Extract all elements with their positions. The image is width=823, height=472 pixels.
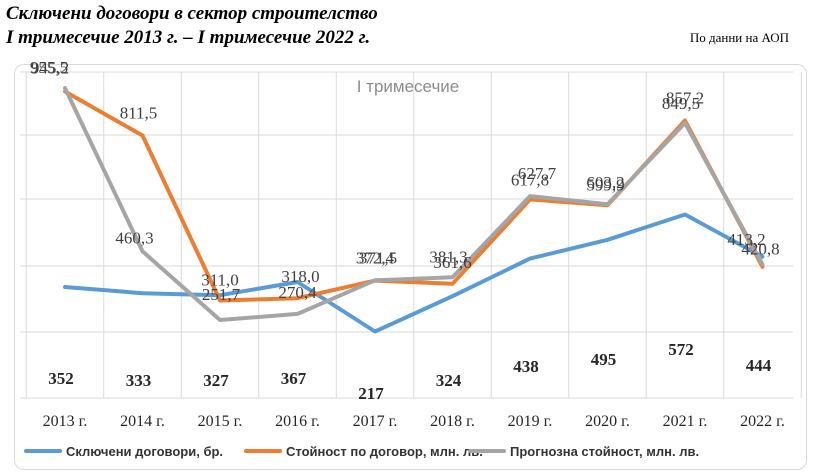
data-label-contracts-count: 444 bbox=[746, 356, 772, 375]
chart-area-border bbox=[14, 64, 807, 470]
chart-title: Сключени договори в сектор строителство … bbox=[6, 2, 378, 50]
data-label-forecast-value: 627,7 bbox=[518, 164, 557, 183]
title-line-1: Сключени договори в сектор строителство bbox=[6, 3, 378, 24]
x-tick-labels: 2013 г. 2014 г. 2015 г. 2016 г. 2017 г. 2018 … bbox=[43, 413, 785, 430]
series-line-forecast-value bbox=[63, 86, 765, 322]
data-label-forecast-value: 420,8 bbox=[741, 239, 779, 258]
data-label-contracts-count: 367 bbox=[281, 369, 307, 388]
legend-label-contracts-count: Сключени договори, бр. bbox=[66, 444, 223, 459]
data-label-forecast-value: 372,4 bbox=[356, 248, 395, 267]
data-label-contracts-count: 217 bbox=[358, 384, 384, 403]
x-tick-label: 2013 г. bbox=[43, 413, 88, 430]
legend: Сключени договори, бр. Стойност по догово… bbox=[24, 444, 699, 459]
data-label-contract-value: 945,2 bbox=[31, 58, 69, 77]
data-label-contract-value: 413,2 bbox=[727, 230, 765, 249]
data-label-contracts-count: 495 bbox=[591, 350, 617, 369]
x-tick-label: 2020 г. bbox=[585, 413, 630, 430]
x-tick-label: 2022 г. bbox=[740, 413, 785, 430]
x-tick-label: 2021 г. bbox=[663, 413, 708, 430]
data-label-contracts-count: 572 bbox=[668, 340, 694, 359]
data-label-contract-value: 599,9 bbox=[586, 175, 624, 194]
data-label-contract-value: 311,0 bbox=[201, 270, 239, 289]
x-tick-label: 2015 г. bbox=[198, 413, 243, 430]
data-label-contract-value: 371,5 bbox=[359, 249, 397, 268]
x-tick-label: 2017 г. bbox=[353, 413, 398, 430]
data-label-contract-value: 617,8 bbox=[511, 170, 549, 189]
data-labels: 352 333 327 367 217 324 438 495 572 444 945,2 811,5… bbox=[30, 58, 780, 403]
title-line-2: I тримесечие 2013 г. – I тримесечие 2022… bbox=[6, 27, 371, 48]
source-note: По данни на АОП bbox=[689, 30, 789, 45]
legend-label-contract-value: Стойност по договор, млн. лв. bbox=[286, 444, 483, 459]
data-label-contracts-count: 333 bbox=[126, 371, 152, 390]
data-label-forecast-value: 251,7 bbox=[202, 285, 241, 304]
data-label-contract-value: 318,0 bbox=[281, 267, 319, 286]
data-label-forecast-value: 460,3 bbox=[115, 228, 153, 247]
series-lines bbox=[63, 86, 765, 334]
x-tick-label: 2016 г. bbox=[275, 413, 320, 430]
x-tick-label: 2018 г. bbox=[430, 413, 475, 430]
data-label-forecast-value: 955,5 bbox=[30, 58, 68, 77]
data-label-contracts-count: 324 bbox=[436, 371, 462, 390]
data-label-contracts-count: 352 bbox=[48, 369, 74, 388]
data-label-contracts-count: 327 bbox=[203, 371, 229, 390]
data-label-contract-value: 857,2 bbox=[666, 88, 704, 107]
data-label-contract-value: 811,5 bbox=[120, 104, 158, 123]
data-label-forecast-value: 603,2 bbox=[586, 173, 624, 192]
inner-title: I тримесечие bbox=[357, 77, 460, 96]
x-tick-label: 2019 г. bbox=[508, 413, 553, 430]
data-label-contract-value: 361,6 bbox=[433, 253, 471, 272]
x-tick-label: 2014 г. bbox=[120, 413, 165, 430]
series-line-contracts-count bbox=[63, 212, 765, 334]
legend-label-forecast-value: Прогнозна стойност, млн. лв. bbox=[510, 444, 699, 459]
data-label-contracts-count: 438 bbox=[513, 357, 539, 376]
data-label-forecast-value: 381,3 bbox=[429, 247, 467, 266]
data-label-forecast-value: 270,4 bbox=[278, 283, 317, 302]
data-label-forecast-value: 849,5 bbox=[662, 94, 700, 113]
